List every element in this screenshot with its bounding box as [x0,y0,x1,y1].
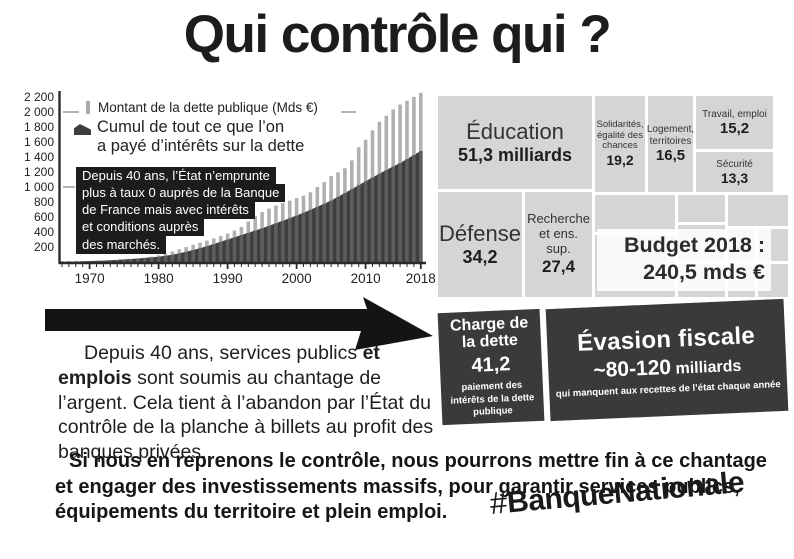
treemap-label: Solidarités, égalité des chances [596,118,644,152]
treemap-value: 16,5 [655,147,686,164]
svg-text:1970: 1970 [75,271,105,286]
svg-text:1 600: 1 600 [24,135,54,149]
legend-item-interest: Cumul de tout ce que l’on a payé d’intér… [74,118,304,157]
debt-charge-subtitle: paiement des intérêts de la dette publiq… [450,380,535,418]
svg-text:200: 200 [34,240,54,254]
treemap-value: 51,3 milliards [457,145,573,165]
treemap-box-recherche: Recherche et ens. sup. 27,4 [525,192,592,297]
treemap-value: 34,2 [462,247,498,267]
budget-total-label: Budget 2018 : 240,5 mds € [597,229,771,291]
treemap-label: Logement, territoires [646,124,695,147]
treemap-label: Travail, emploi [702,108,767,120]
chart-annotation-text: Depuis 40 ans, l’État n’emprunte plus à … [76,167,286,254]
treemap-box-travail: Travail, emploi 15,2 [696,96,773,149]
tax-evasion-value: ~80-120 milliards [592,355,742,382]
treemap-value: 19,2 [606,152,634,169]
svg-text:1990: 1990 [213,271,243,286]
svg-text:1980: 1980 [144,271,174,286]
treemap-label: Défense [439,221,521,246]
treemap-label: Recherche et ens. sup. [527,211,590,256]
svg-text:1 800: 1 800 [24,120,54,134]
treemap-label: Éducation [466,119,564,144]
footer-paragraph: Si nous en reprenons le contrôle, nous p… [55,450,767,524]
legend-interest-label: Cumul de tout ce que l’on a payé d’intér… [97,118,305,156]
svg-text:2 000: 2 000 [24,105,54,119]
treemap-box-small [678,195,725,222]
legend-debt-label: Montant de la dette publique (Mds €) [98,100,318,115]
debt-charge-value: 41,2 [470,353,511,378]
treemap-box-education: Éducation 51,3 milliards [438,96,592,189]
debt-bar-series [60,92,423,262]
svg-text:400: 400 [34,225,54,239]
treemap-box-securite: Sécurité 13,3 [696,152,773,192]
treemap-box-defense: Défense 34,2 [438,192,522,297]
debt-charge-card: Charge de la dette 41,2 paiement des int… [437,308,545,426]
svg-text:2 200: 2 200 [24,90,54,104]
area-swatch-icon [74,123,91,135]
arrow-icon [45,297,433,350]
svg-text:800: 800 [34,195,54,209]
treemap-label: Sécurité [716,158,753,170]
chart-annotation: Depuis 40 ans, l’État n’emprunte plus à … [76,167,291,254]
svg-text:1 200: 1 200 [24,165,54,179]
svg-text:2018: 2018 [406,271,436,286]
legend-item-debt: Montant de la dette publique (Mds €) [86,100,318,115]
treemap-box-small [595,195,675,232]
main-paragraph: Depuis 40 ans, services publics et emplo… [58,342,434,463]
debt-charge-title: Charge de la dette [449,313,529,352]
treemap-box-solidarites: Solidarités, égalité des chances 19,2 [595,96,645,192]
treemap-value: 27,4 [541,256,576,276]
treemap-box-logement: Logement, territoires 16,5 [646,96,695,192]
svg-text:2010: 2010 [351,271,381,286]
treemap-value: 15,2 [719,119,750,137]
treemap-box-small [728,195,788,226]
treemap-value: 13,3 [720,169,749,186]
svg-text:1 000: 1 000 [24,180,54,194]
svg-text:1 400: 1 400 [24,150,54,164]
svg-text:600: 600 [34,210,54,224]
page-title: Qui contrôle qui ? [183,5,612,64]
tax-evasion-subtitle: qui manquent aux recettes de l’état chaq… [555,378,781,400]
bar-swatch-icon [86,101,90,114]
svg-text:2000: 2000 [282,271,312,286]
tax-evasion-card: Évasion fiscale ~80-120 milliards qui ma… [545,298,789,422]
